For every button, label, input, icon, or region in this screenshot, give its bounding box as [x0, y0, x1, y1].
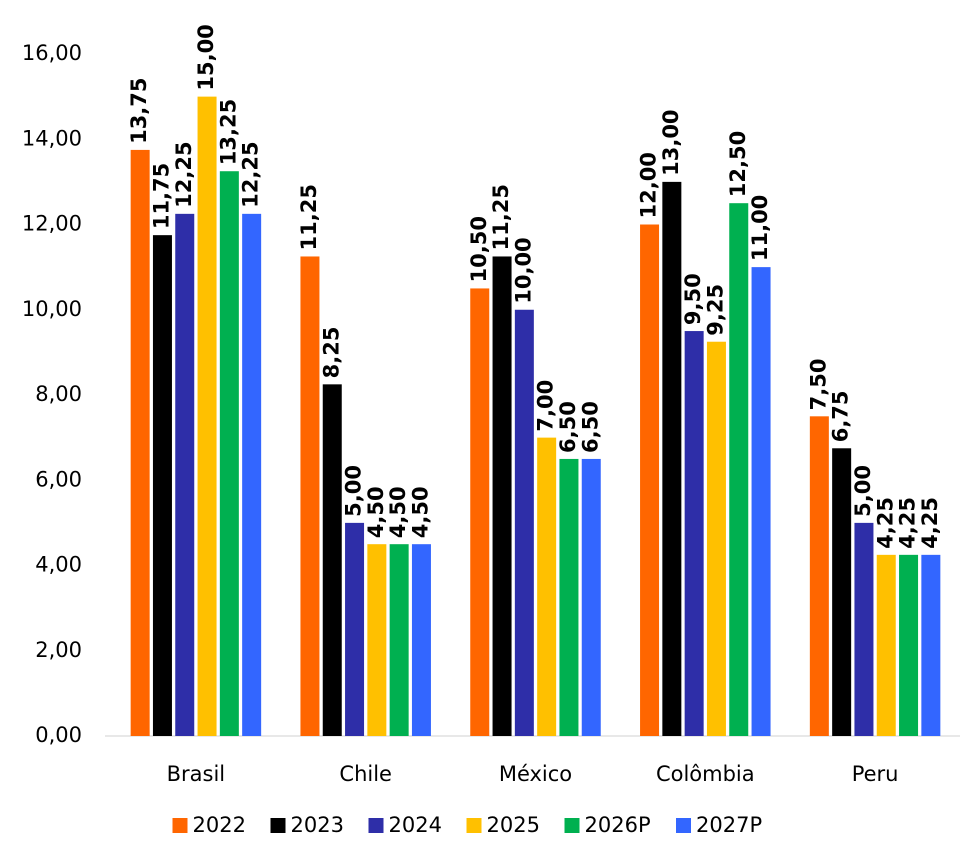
value-label: 10,00: [511, 237, 535, 303]
bar: [559, 458, 579, 736]
y-tick-label: 6,00: [35, 467, 82, 491]
x-tick-label: México: [499, 762, 572, 786]
bar: [899, 554, 919, 736]
bar: [470, 288, 490, 736]
value-label: 5,00: [851, 465, 875, 517]
legend-label: 2026P: [585, 813, 651, 837]
bar: [854, 522, 874, 736]
value-label: 4,50: [364, 486, 388, 538]
y-tick-label: 12,00: [22, 212, 82, 236]
bar: [581, 458, 601, 736]
value-label: 12,25: [239, 141, 263, 207]
value-label: 10,50: [467, 216, 491, 282]
value-label: 7,00: [534, 380, 558, 432]
value-label: 4,50: [408, 486, 432, 538]
bar: [242, 213, 262, 736]
value-label: 6,50: [556, 401, 580, 453]
bar: [706, 341, 726, 736]
y-tick-label: 16,00: [22, 41, 82, 65]
bar: [662, 181, 682, 736]
y-tick-label: 14,00: [22, 126, 82, 150]
bar: [492, 256, 512, 736]
value-label: 4,25: [896, 497, 920, 549]
value-label: 6,75: [829, 390, 853, 442]
value-label: 11,75: [149, 163, 173, 229]
legend-swatch: [368, 818, 384, 833]
bar: [921, 554, 941, 736]
legend-label: 2024: [389, 813, 442, 837]
value-label: 8,25: [319, 327, 343, 379]
bar: [729, 203, 749, 736]
x-tick-label: Colômbia: [656, 762, 755, 786]
y-tick-label: 2,00: [35, 638, 82, 662]
bar: [197, 96, 217, 736]
bar: [389, 544, 409, 736]
bar: [876, 554, 896, 736]
bar: [832, 448, 852, 736]
value-label: 4,25: [873, 497, 897, 549]
x-tick-label: Peru: [852, 762, 899, 786]
legend-label: 2022: [193, 813, 246, 837]
legend-swatch: [172, 818, 188, 833]
value-label: 13,00: [659, 109, 683, 175]
bar: [411, 544, 431, 736]
legend-swatch: [564, 818, 580, 833]
value-label: 7,50: [806, 358, 830, 410]
y-tick-label: 0,00: [35, 723, 82, 747]
bar: [751, 267, 771, 736]
legend-label: 2023: [291, 813, 344, 837]
value-label: 11,25: [489, 184, 513, 250]
bar: [300, 256, 320, 736]
value-label: 11,00: [748, 195, 772, 261]
value-label: 12,25: [172, 141, 196, 207]
legend-label: 2025: [487, 813, 540, 837]
y-tick-label: 8,00: [35, 382, 82, 406]
value-label: 4,25: [918, 497, 942, 549]
y-tick-label: 4,00: [35, 553, 82, 577]
legend-swatch: [676, 818, 691, 833]
value-label: 12,50: [726, 131, 750, 197]
bar: [345, 522, 365, 736]
value-label: 9,50: [681, 273, 705, 325]
bar: [219, 171, 239, 736]
bar: [537, 437, 557, 736]
value-label: 11,25: [297, 184, 321, 250]
y-tick-label: 10,00: [22, 297, 82, 321]
bar: [152, 235, 172, 736]
value-label: 12,00: [637, 152, 661, 218]
bar: [684, 331, 704, 736]
legend-swatch: [466, 818, 482, 833]
value-label: 13,25: [216, 99, 240, 165]
bar: [175, 213, 195, 736]
value-label: 6,50: [578, 401, 602, 453]
bar: [514, 309, 534, 736]
legend-label: 2027P: [696, 813, 762, 837]
x-tick-label: Chile: [339, 762, 392, 786]
value-label: 5,00: [342, 465, 366, 517]
bar: [367, 544, 387, 736]
value-label: 15,00: [194, 24, 218, 90]
legend-swatch: [270, 818, 286, 833]
value-label: 13,75: [127, 77, 151, 143]
bar: [130, 149, 150, 736]
value-label: 4,50: [386, 486, 410, 538]
bar: [809, 416, 829, 736]
x-tick-label: Brasil: [167, 762, 226, 786]
value-label: 9,25: [703, 284, 727, 336]
bar: [322, 384, 342, 736]
bar: [640, 224, 660, 736]
